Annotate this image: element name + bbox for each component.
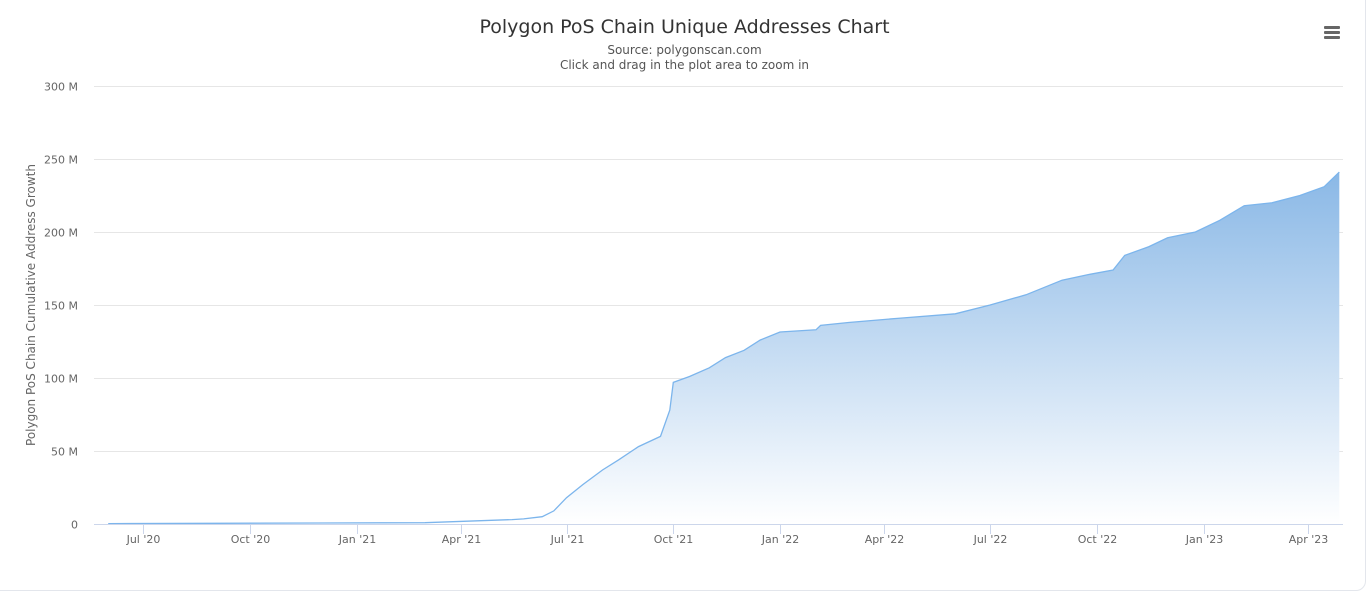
chart-title: Polygon PoS Chain Unique Addresses Chart [479,16,890,38]
x-tick-label: Oct '21 [654,533,694,546]
x-tick-label: Apr '22 [865,533,905,546]
x-tick-label: Apr '21 [442,533,482,546]
x-tick-label: Oct '20 [231,533,271,546]
chart-menu-button[interactable] [1319,22,1345,44]
x-tick-label: Jul '21 [550,533,585,546]
hamburger-menu-icon [1324,26,1340,29]
x-tick-label: Jan '21 [338,533,376,546]
x-tick-label: Jul '22 [973,533,1008,546]
hamburger-menu-icon-bar [1324,36,1340,39]
y-axis-label: Polygon PoS Chain Cumulative Address Gro… [24,164,38,446]
x-axis-ticks: Jul '20 Oct '20 Jan '21 Apr '21 Jul '21 Oct '… [126,524,1329,546]
y-tick-label: 100 M [44,373,78,386]
y-tick-label: 50 M [51,446,78,459]
chart-source: Source: polygonscan.com [607,43,762,57]
x-tick-label: Jul '20 [126,533,161,546]
y-tick-label: 0 [71,519,78,532]
y-axis-ticks: 0 50 M 100 M 150 M 200 M 250 M 300 M [44,81,78,532]
x-tick-label: Oct '22 [1078,533,1118,546]
y-tick-label: 150 M [44,300,78,313]
x-tick-label: Jan '23 [1185,533,1223,546]
x-tick-label: Jan '22 [761,533,799,546]
zoom-hint: Click and drag in the plot area to zoom … [559,58,810,72]
x-tick-label: Apr '23 [1289,533,1329,546]
y-tick-label: 200 M [44,227,78,240]
y-tick-label: 300 M [44,81,78,94]
series-line [108,171,1340,525]
series-area[interactable] [108,172,1340,524]
hamburger-menu-icon-bar [1324,31,1340,34]
y-tick-label: 250 M [44,154,78,167]
